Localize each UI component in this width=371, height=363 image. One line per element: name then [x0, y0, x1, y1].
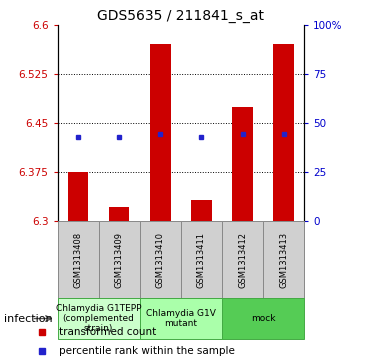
- Bar: [140, 221, 181, 298]
- Text: GSM1313410: GSM1313410: [156, 232, 165, 287]
- Bar: [99, 221, 140, 298]
- Bar: [140, 298, 222, 339]
- Bar: [68, 172, 88, 221]
- Bar: [191, 200, 212, 221]
- Text: GSM1313408: GSM1313408: [73, 232, 83, 287]
- Text: GSM1313413: GSM1313413: [279, 232, 288, 287]
- Bar: [232, 107, 253, 221]
- Title: GDS5635 / 211841_s_at: GDS5635 / 211841_s_at: [97, 9, 265, 23]
- Bar: [181, 221, 222, 298]
- Bar: [273, 44, 294, 221]
- Bar: [58, 298, 140, 339]
- Text: transformed count: transformed count: [59, 327, 156, 337]
- Bar: [222, 221, 263, 298]
- Bar: [222, 298, 304, 339]
- Bar: [109, 207, 129, 221]
- Text: mock: mock: [251, 314, 275, 323]
- Text: GSM1313411: GSM1313411: [197, 232, 206, 287]
- Text: Chlamydia G1TEPP
(complemented
strain): Chlamydia G1TEPP (complemented strain): [56, 303, 141, 334]
- Text: percentile rank within the sample: percentile rank within the sample: [59, 346, 235, 356]
- Text: GSM1313409: GSM1313409: [115, 232, 124, 287]
- Text: GSM1313412: GSM1313412: [238, 232, 247, 287]
- Bar: [263, 221, 304, 298]
- Bar: [58, 221, 99, 298]
- Text: Chlamydia G1V
mutant: Chlamydia G1V mutant: [146, 309, 216, 328]
- Bar: [150, 44, 171, 221]
- Text: infection: infection: [4, 314, 52, 323]
